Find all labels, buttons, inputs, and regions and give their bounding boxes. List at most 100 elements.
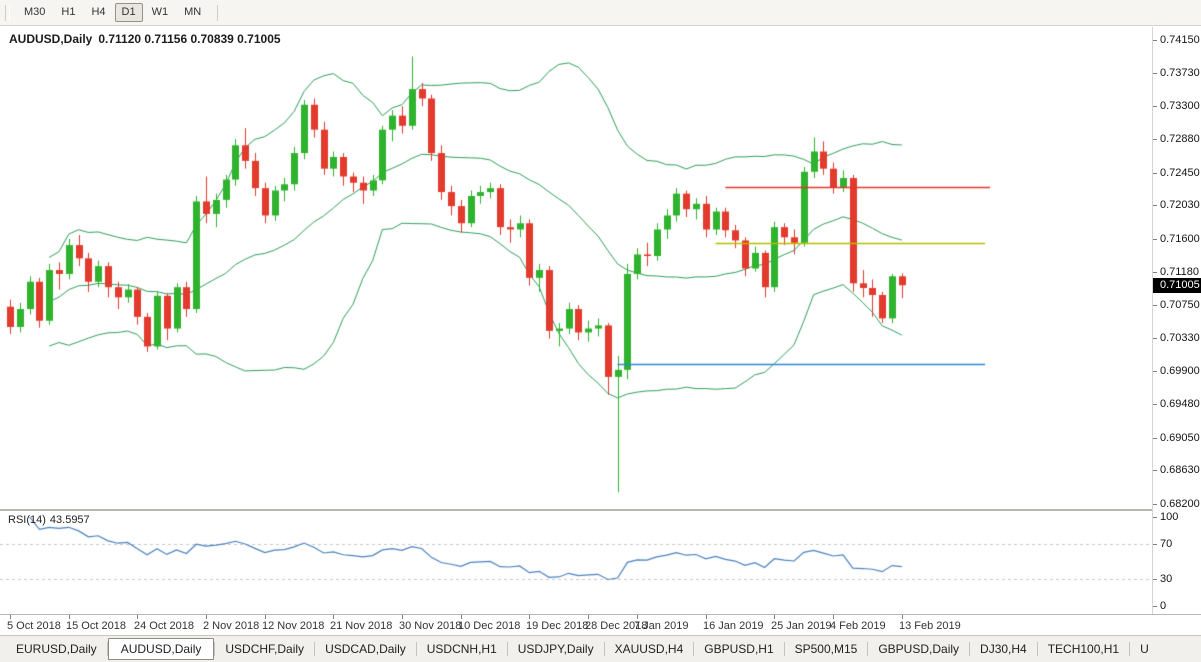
date-axis-tick bbox=[529, 615, 530, 619]
price-chart-canvas[interactable] bbox=[0, 27, 1152, 509]
chart-title-symbol: AUDUSD,Daily bbox=[9, 32, 93, 46]
rsi-axis-tick bbox=[1153, 579, 1157, 580]
price-axis-label: 0.73300 bbox=[1160, 100, 1200, 112]
date-axis-tick bbox=[902, 615, 903, 619]
price-axis-tick bbox=[1153, 73, 1157, 74]
date-axis-tick bbox=[137, 615, 138, 619]
date-axis-tick bbox=[206, 615, 207, 619]
date-axis-label: 12 Nov 2018 bbox=[262, 620, 325, 632]
price-axis-tick bbox=[1153, 371, 1157, 372]
rsi-axis-tick bbox=[1153, 517, 1157, 518]
tab-eurusd-daily[interactable]: EURUSD,Daily bbox=[16, 642, 97, 656]
rsi-axis-label: 100 bbox=[1160, 511, 1179, 523]
timeframe-button-h1[interactable]: H1 bbox=[61, 6, 76, 18]
tab-separator bbox=[506, 642, 508, 656]
date-axis-label: 16 Jan 2019 bbox=[703, 620, 764, 632]
date-axis-tick bbox=[402, 615, 403, 619]
rsi-axis-tick bbox=[1153, 544, 1157, 545]
price-axis-tick bbox=[1153, 338, 1157, 339]
timeframe-button-mn[interactable]: MN bbox=[184, 6, 202, 18]
date-axis-tick bbox=[333, 615, 334, 619]
tab-tech100-h1[interactable]: TECH100,H1 bbox=[1047, 642, 1120, 656]
price-axis-label: 0.68200 bbox=[1160, 498, 1200, 510]
timeframe-buttons: M30 H1 H4 D1 W1 MN bbox=[17, 3, 208, 22]
date-axis-label: 15 Oct 2018 bbox=[66, 620, 126, 632]
current-price-badge: 0.71005 bbox=[1153, 278, 1201, 293]
tab-usdcnh-h1[interactable]: USDCNH,H1 bbox=[426, 642, 497, 656]
date-axis-label: 7 Jan 2019 bbox=[634, 620, 689, 632]
date-axis-tick bbox=[461, 615, 462, 619]
rsi-value: 43.5957 bbox=[49, 514, 90, 526]
tab-separator bbox=[106, 642, 108, 656]
tab-separator bbox=[1129, 642, 1131, 656]
date-axis-tick bbox=[588, 615, 589, 619]
date-axis-label: 13 Feb 2019 bbox=[899, 620, 961, 632]
tab-separator bbox=[214, 642, 216, 656]
tab-separator bbox=[693, 642, 695, 656]
timeframe-button-w1[interactable]: W1 bbox=[151, 6, 169, 18]
price-axis-tick bbox=[1153, 106, 1157, 107]
timeframe-button-h4[interactable]: H4 bbox=[91, 6, 106, 18]
rsi-axis-label: 30 bbox=[1160, 573, 1173, 585]
tab-u[interactable]: U bbox=[1140, 642, 1149, 656]
price-axis-tick bbox=[1153, 305, 1157, 306]
price-axis-label: 0.68630 bbox=[1160, 464, 1200, 476]
price-axis-tick bbox=[1153, 139, 1157, 140]
date-axis[interactable]: 5 Oct 2018 15 Oct 2018 24 Oct 2018 2 Nov 20… bbox=[0, 614, 1201, 636]
date-axis-tick bbox=[833, 615, 834, 619]
rsi-name: RSI(14) bbox=[8, 514, 46, 526]
tab-usdcad-daily[interactable]: USDCAD,Daily bbox=[325, 642, 406, 656]
tab-sp500-m15[interactable]: SP500,M15 bbox=[794, 642, 858, 656]
price-axis-label: 0.72450 bbox=[1160, 167, 1200, 179]
timeframe-toolbar: M30 H1 H4 D1 W1 MN bbox=[0, 0, 1201, 26]
rsi-axis-tick bbox=[1153, 606, 1157, 607]
rsi-chart-canvas[interactable] bbox=[0, 511, 1152, 614]
price-axis-tick bbox=[1153, 438, 1157, 439]
tab-separator bbox=[783, 642, 785, 656]
date-axis-label: 4 Feb 2019 bbox=[830, 620, 886, 632]
chart-tabs-bar: EURUSD,Daily AUDUSD,Daily USDCHF,Daily USDC… bbox=[0, 635, 1201, 662]
price-axis-tick bbox=[1153, 205, 1157, 206]
tab-separator bbox=[867, 642, 869, 656]
tab-audusd-daily[interactable]: AUDUSD,Daily bbox=[107, 638, 215, 660]
indicator-panel-divider[interactable] bbox=[0, 509, 1201, 511]
chart-title: AUDUSD,Daily 0.71120 0.71156 0.70839 0.71… bbox=[9, 32, 281, 46]
chart-window: AUDUSD,Daily 0.71120 0.71156 0.70839 0.71… bbox=[0, 27, 1201, 636]
price-axis-label: 0.74150 bbox=[1160, 34, 1200, 46]
tab-gbpusd-daily[interactable]: GBPUSD,Daily bbox=[878, 642, 960, 656]
tab-usdjpy-daily[interactable]: USDJPY,Daily bbox=[517, 642, 594, 656]
price-axis-label: 0.71600 bbox=[1160, 233, 1200, 245]
price-axis-tick bbox=[1153, 404, 1157, 405]
tab-dj30-h4[interactable]: DJ30,H4 bbox=[980, 642, 1027, 656]
price-axis-tick bbox=[1153, 239, 1157, 240]
date-axis-tick bbox=[265, 615, 266, 619]
rsi-indicator-label: RSI(14) 43.5957 bbox=[8, 514, 94, 526]
timeframe-button-d1[interactable]: D1 bbox=[114, 3, 143, 22]
price-axis-label: 0.69050 bbox=[1160, 432, 1200, 444]
tab-usdchf-daily[interactable]: USDCHF,Daily bbox=[225, 642, 305, 656]
tab-separator bbox=[415, 642, 417, 656]
tab-separator bbox=[969, 642, 971, 656]
toolbar-grip bbox=[5, 4, 10, 21]
price-axis-label: 0.73730 bbox=[1160, 67, 1200, 79]
tab-gbpusd-h1[interactable]: GBPUSD,H1 bbox=[704, 642, 774, 656]
tab-xauusd-h4[interactable]: XAUUSD,H4 bbox=[614, 642, 684, 656]
date-axis-label: 5 Oct 2018 bbox=[7, 620, 61, 632]
toolbar-separator bbox=[217, 4, 219, 21]
price-axis-tick bbox=[1153, 173, 1157, 174]
price-axis-label: 0.72880 bbox=[1160, 133, 1200, 145]
date-axis-tick bbox=[69, 615, 70, 619]
timeframe-button-m30[interactable]: M30 bbox=[24, 6, 46, 18]
price-axis[interactable]: 0.71005 0.74150 0.73730 0.73300 0.72880 0.72… bbox=[1152, 27, 1201, 614]
rsi-axis-label: 0 bbox=[1160, 600, 1167, 612]
date-axis-label: 21 Nov 2018 bbox=[330, 620, 393, 632]
chart-title-ohlc: 0.71120 0.71156 0.70839 0.71005 bbox=[98, 32, 281, 46]
price-axis-tick bbox=[1153, 272, 1157, 273]
date-axis-label: 10 Dec 2018 bbox=[458, 620, 521, 632]
date-axis-tick bbox=[706, 615, 707, 619]
tab-separator bbox=[603, 642, 605, 656]
price-axis-label: 0.72030 bbox=[1160, 199, 1200, 211]
tab-separator bbox=[1036, 642, 1038, 656]
price-axis-tick bbox=[1153, 470, 1157, 471]
date-axis-label: 2 Nov 2018 bbox=[203, 620, 260, 632]
